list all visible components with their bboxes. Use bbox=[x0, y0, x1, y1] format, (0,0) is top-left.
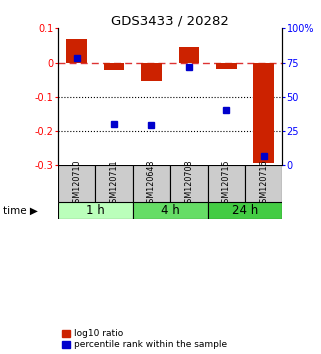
Text: 4 h: 4 h bbox=[161, 204, 179, 217]
FancyBboxPatch shape bbox=[208, 165, 245, 201]
FancyBboxPatch shape bbox=[133, 201, 208, 219]
Legend: log10 ratio, percentile rank within the sample: log10 ratio, percentile rank within the … bbox=[62, 329, 227, 349]
Text: GSM120710: GSM120710 bbox=[72, 159, 81, 207]
FancyBboxPatch shape bbox=[58, 201, 133, 219]
Text: GSM120711: GSM120711 bbox=[109, 159, 118, 207]
FancyBboxPatch shape bbox=[133, 165, 170, 201]
Bar bbox=[66, 39, 87, 63]
Bar bbox=[104, 63, 124, 70]
FancyBboxPatch shape bbox=[170, 165, 208, 201]
Bar bbox=[216, 63, 237, 69]
FancyBboxPatch shape bbox=[58, 165, 95, 201]
FancyBboxPatch shape bbox=[95, 165, 133, 201]
Bar bbox=[141, 63, 162, 81]
Text: 24 h: 24 h bbox=[232, 204, 258, 217]
Text: time ▶: time ▶ bbox=[3, 206, 38, 216]
Text: GSM120715: GSM120715 bbox=[222, 159, 231, 208]
FancyBboxPatch shape bbox=[208, 201, 282, 219]
Bar bbox=[254, 63, 274, 164]
Text: GSM120648: GSM120648 bbox=[147, 159, 156, 207]
Text: 1 h: 1 h bbox=[86, 204, 105, 217]
Title: GDS3433 / 20282: GDS3433 / 20282 bbox=[111, 14, 229, 27]
Text: GSM120716: GSM120716 bbox=[259, 159, 268, 207]
Bar bbox=[178, 47, 199, 63]
Text: GSM120708: GSM120708 bbox=[184, 159, 193, 207]
FancyBboxPatch shape bbox=[245, 165, 282, 201]
